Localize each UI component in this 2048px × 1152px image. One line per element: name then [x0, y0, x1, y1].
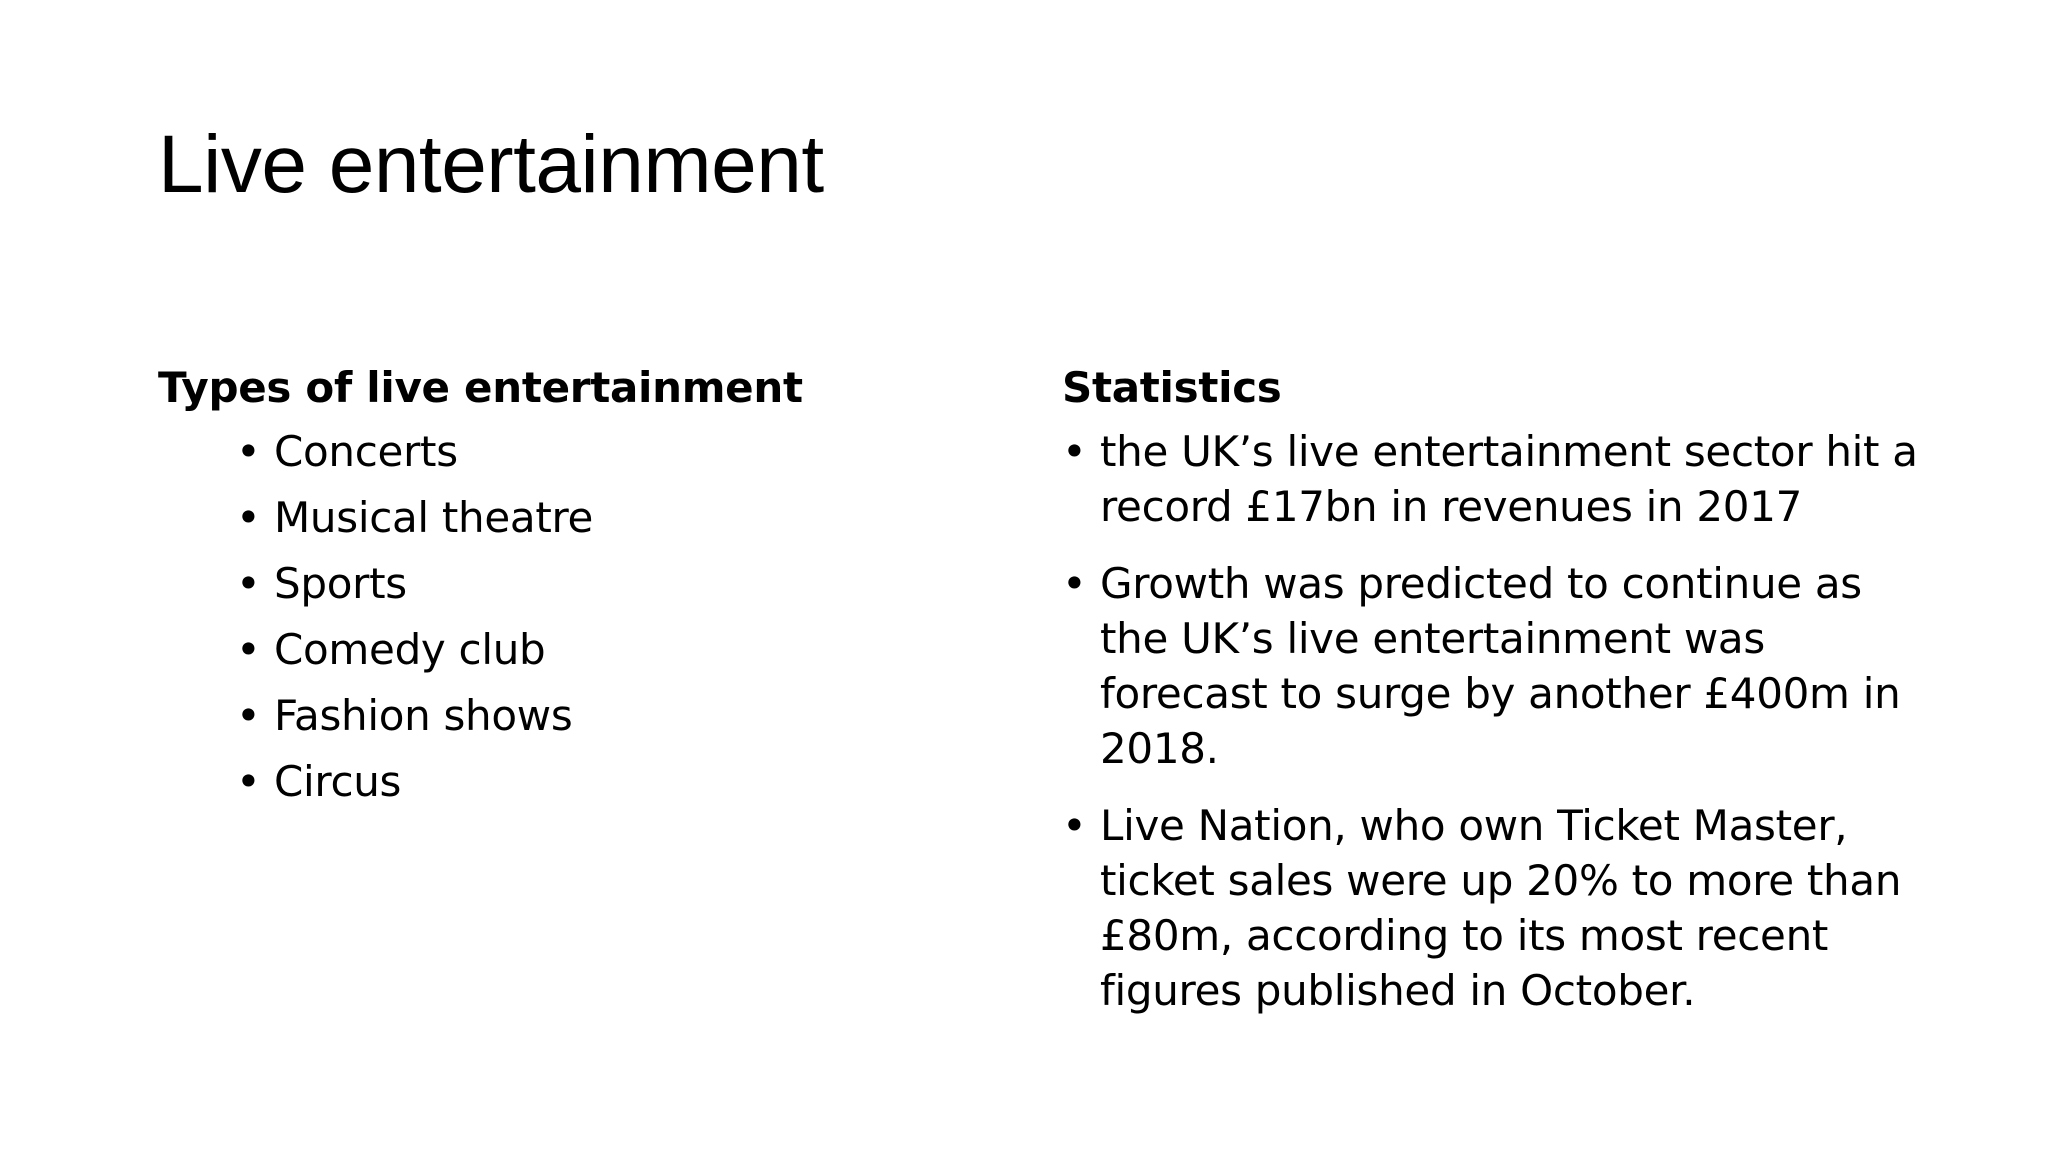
list-item-text: Circus	[274, 757, 402, 806]
list-item-text: Sports	[274, 559, 407, 608]
list-item: • Sports	[158, 556, 978, 612]
bullet-icon: •	[236, 427, 261, 476]
list-item: • Comedy club	[158, 622, 978, 678]
list-item-text: Growth was predicted to continue as the …	[1100, 559, 1901, 773]
list-item-text: Musical theatre	[274, 493, 594, 542]
statistics-heading: Statistics	[1062, 363, 1282, 412]
types-column: Types of live entertainment • Concerts • M…	[158, 360, 978, 820]
types-list: • Concerts • Musical theatre • Sports • Come…	[158, 424, 978, 810]
list-item-text: Concerts	[274, 427, 458, 476]
bullet-icon: •	[236, 625, 261, 674]
types-heading: Types of live entertainment	[158, 363, 803, 412]
list-item-text: Live Nation, who own Ticket Master, tick…	[1100, 801, 1902, 1015]
bullet-icon: •	[1062, 427, 1087, 476]
list-item: • Fashion shows	[158, 688, 978, 744]
slide-title: Live entertainment	[158, 119, 824, 210]
bullet-icon: •	[1062, 559, 1087, 608]
bullet-icon: •	[1062, 801, 1087, 850]
bullet-icon: •	[236, 691, 261, 740]
statistics-column: Statistics • the UK’s live entertainment …	[1062, 360, 1922, 1040]
list-item: • Concerts	[158, 424, 978, 480]
list-item-text: Comedy club	[274, 625, 546, 674]
list-item: • Growth was predicted to continue as the…	[1062, 556, 1922, 776]
list-item: • Live Nation, who own Ticket Master, tic…	[1062, 798, 1922, 1018]
bullet-icon: •	[236, 493, 261, 542]
list-item-text: the UK’s live entertainment sector hit a…	[1100, 427, 1918, 531]
bullet-icon: •	[236, 757, 261, 806]
list-item: • Circus	[158, 754, 978, 810]
bullet-icon: •	[236, 559, 261, 608]
list-item: • the UK’s live entertainment sector hit …	[1062, 424, 1922, 534]
list-item: • Musical theatre	[158, 490, 978, 546]
statistics-list: • the UK’s live entertainment sector hit …	[1062, 424, 1922, 1018]
list-item-text: Fashion shows	[274, 691, 573, 740]
